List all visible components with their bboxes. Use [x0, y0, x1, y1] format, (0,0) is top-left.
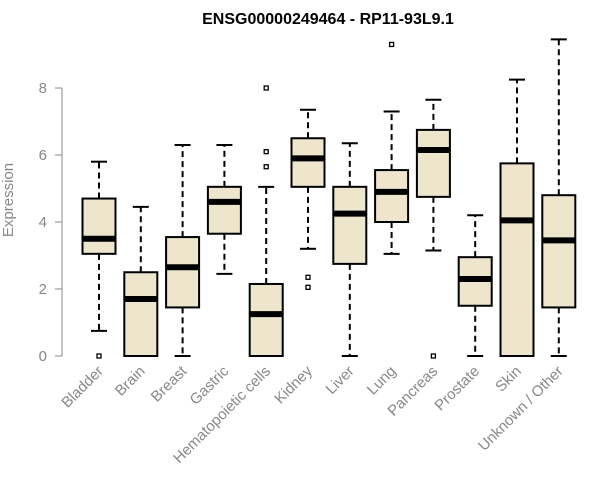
box-iqr	[81, 197, 117, 255]
outlier-point	[388, 41, 395, 48]
outlier-point	[263, 148, 269, 155]
box-iqr	[206, 185, 242, 235]
outlier-point	[263, 85, 269, 91]
box-prostate	[457, 214, 493, 357]
y-tick-label: 4	[39, 214, 47, 231]
box-iqr	[248, 282, 284, 358]
outlier-point	[305, 284, 311, 290]
box-lung	[374, 41, 410, 255]
outlier-point	[263, 164, 269, 170]
box-kidney	[290, 108, 326, 290]
box-pancreas	[415, 98, 451, 359]
x-tick-label: Brain	[112, 363, 149, 400]
box-iqr	[374, 169, 410, 223]
outlier-point	[430, 353, 437, 359]
x-tick-label: Liver	[323, 363, 358, 398]
box-unknown-other	[541, 38, 577, 357]
box-iqr	[332, 185, 368, 265]
x-tick-label: Breast	[148, 362, 191, 405]
box-gastric	[206, 143, 242, 275]
box-hematopoietic-cells	[248, 85, 284, 358]
x-tick-label: Kidney	[271, 362, 316, 407]
y-axis-label: Expression	[0, 163, 17, 237]
chart-title: ENSG00000249464 - RP11-93L9.1	[202, 11, 454, 28]
box-liver	[332, 142, 368, 357]
x-tick-label: Bladder	[58, 363, 107, 412]
box-bladder	[81, 160, 117, 359]
outlier-point	[96, 353, 102, 359]
boxes-group	[81, 38, 577, 359]
outlier-point	[305, 274, 311, 280]
box-iqr	[415, 128, 451, 198]
box-skin	[499, 78, 535, 357]
y-tick-label: 0	[39, 348, 47, 365]
box-iqr	[541, 194, 577, 309]
box-breast	[165, 143, 201, 357]
y-tick-label: 6	[39, 147, 47, 164]
box-iqr	[165, 236, 201, 309]
y-tick-label: 8	[39, 80, 47, 97]
y-axis: 0 2 4 6 8	[39, 80, 63, 365]
box-iqr	[123, 271, 159, 357]
x-tick-label: Prostate	[431, 363, 483, 415]
box-iqr	[290, 137, 326, 188]
box-iqr	[499, 162, 535, 357]
y-tick-label: 2	[39, 281, 47, 298]
box-brain	[123, 205, 159, 357]
x-tick-label: Lung	[364, 363, 400, 399]
x-tick-label: Skin	[492, 363, 525, 396]
